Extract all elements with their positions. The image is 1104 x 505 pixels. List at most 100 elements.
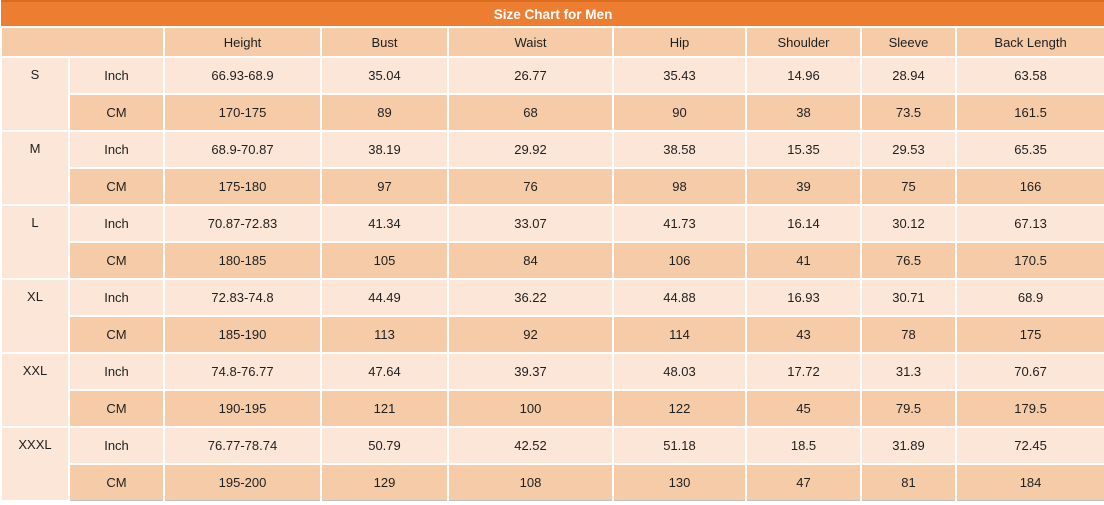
data-cell: 190-195 [163,389,322,428]
data-cell: 108 [447,463,614,501]
data-cell: 29.92 [447,130,614,169]
data-cell: 170.5 [954,241,1104,280]
size-label: XXXL [0,426,70,502]
data-cell: 98 [612,167,747,206]
data-cell: 50.79 [320,426,449,465]
data-cell: 130 [612,463,747,501]
data-cell: 100 [447,389,614,428]
data-cell: 41.73 [612,204,747,243]
table-row-xl-inch: XL Inch 72.83-74.8 44.49 36.22 44.88 16.… [0,278,1104,354]
data-cell: 76.77-78.74 [163,426,322,465]
data-cell: 70.87-72.83 [163,204,322,243]
data-cell: 175-180 [163,167,322,206]
size-label: XXL [0,352,70,428]
table-row-xl-cm: CM 185-190 113 92 114 43 78 175 [1,315,1104,354]
unit-label: Inch [68,426,165,465]
unit-label: Inch [68,56,165,95]
data-cell: 30.12 [860,204,957,243]
size-label: M [0,130,70,206]
data-cell: 114 [612,315,747,354]
data-cell: 17.72 [745,352,862,391]
title-row: Size Chart for Men [1,0,1104,28]
data-cell: 76.5 [860,241,957,280]
corner-cell [0,26,165,58]
data-cell: 179.5 [954,389,1104,428]
data-cell: 14.96 [745,56,862,95]
data-cell: 66.93-68.9 [163,56,322,95]
data-cell: 63.58 [954,56,1104,95]
data-cell: 175 [954,315,1104,354]
data-cell: 184 [954,463,1104,501]
data-cell: 180-185 [163,241,322,280]
table-row-xxl-inch: XXL Inch 74.8-76.77 47.64 39.37 48.03 17… [0,352,1104,428]
data-cell: 166 [954,167,1104,206]
chart-title: Size Chart for Men [1,0,1104,28]
column-header-bust: Bust [320,26,449,58]
data-cell: 44.49 [320,278,449,317]
data-cell: 106 [612,241,747,280]
data-cell: 79.5 [860,389,957,428]
data-cell: 73.5 [860,93,957,132]
data-cell: 97 [320,167,449,206]
table-row-l-cm: CM 180-185 105 84 106 41 76.5 170.5 [1,241,1104,280]
data-cell: 42.52 [447,426,614,465]
data-cell: 38.58 [612,130,747,169]
data-cell: 38.19 [320,130,449,169]
data-cell: 30.71 [860,278,957,317]
data-cell: 36.22 [447,278,614,317]
column-header-hip: Hip [612,26,747,58]
data-cell: 31.3 [860,352,957,391]
data-cell: 67.13 [954,204,1104,243]
data-cell: 78 [860,315,957,354]
data-cell: 72.45 [954,426,1104,465]
data-cell: 43 [745,315,862,354]
column-header-height: Height [163,26,322,58]
data-cell: 81 [860,463,957,501]
data-cell: 29.53 [860,130,957,169]
data-cell: 89 [320,93,449,132]
unit-label: Inch [68,278,165,317]
data-cell: 90 [612,93,747,132]
data-cell: 15.35 [745,130,862,169]
table-row-xxl-cm: CM 190-195 121 100 122 45 79.5 179.5 [1,389,1104,428]
data-cell: 72.83-74.8 [163,278,322,317]
unit-label: CM [68,315,165,354]
size-label: L [0,204,70,280]
table-row-m-inch: M Inch 68.9-70.87 38.19 29.92 38.58 15.3… [0,130,1104,206]
unit-label: CM [68,93,165,132]
table-row-m-cm: CM 175-180 97 76 98 39 75 166 [1,167,1104,206]
size-label: S [0,56,70,132]
table-row-s-inch: S Inch 66.93-68.9 35.04 26.77 35.43 14.9… [0,56,1104,132]
data-cell: 41 [745,241,862,280]
data-cell: 38 [745,93,862,132]
data-cell: 76 [447,167,614,206]
data-cell: 28.94 [860,56,957,95]
data-cell: 16.14 [745,204,862,243]
table-row-xxxl-cm: CM 195-200 129 108 130 47 81 184 [1,463,1104,501]
data-cell: 161.5 [954,93,1104,132]
data-cell: 39 [745,167,862,206]
data-cell: 35.43 [612,56,747,95]
data-cell: 65.35 [954,130,1104,169]
unit-label: CM [68,167,165,206]
data-cell: 122 [612,389,747,428]
column-header-shoulder: Shoulder [745,26,862,58]
column-header-back-length: Back Length [954,26,1104,58]
data-cell: 35.04 [320,56,449,95]
data-cell: 33.07 [447,204,614,243]
unit-label: Inch [68,204,165,243]
data-cell: 113 [320,315,449,354]
data-cell: 68.9 [954,278,1104,317]
data-cell: 31.89 [860,426,957,465]
data-cell: 121 [320,389,449,428]
table-row-s-cm: CM 170-175 89 68 90 38 73.5 161.5 [1,93,1104,132]
data-cell: 44.88 [612,278,747,317]
data-cell: 51.18 [612,426,747,465]
data-cell: 68.9-70.87 [163,130,322,169]
unit-label: CM [68,389,165,428]
data-cell: 75 [860,167,957,206]
table-row-l-inch: L Inch 70.87-72.83 41.34 33.07 41.73 16.… [0,204,1104,280]
data-cell: 74.8-76.77 [163,352,322,391]
data-cell: 105 [320,241,449,280]
